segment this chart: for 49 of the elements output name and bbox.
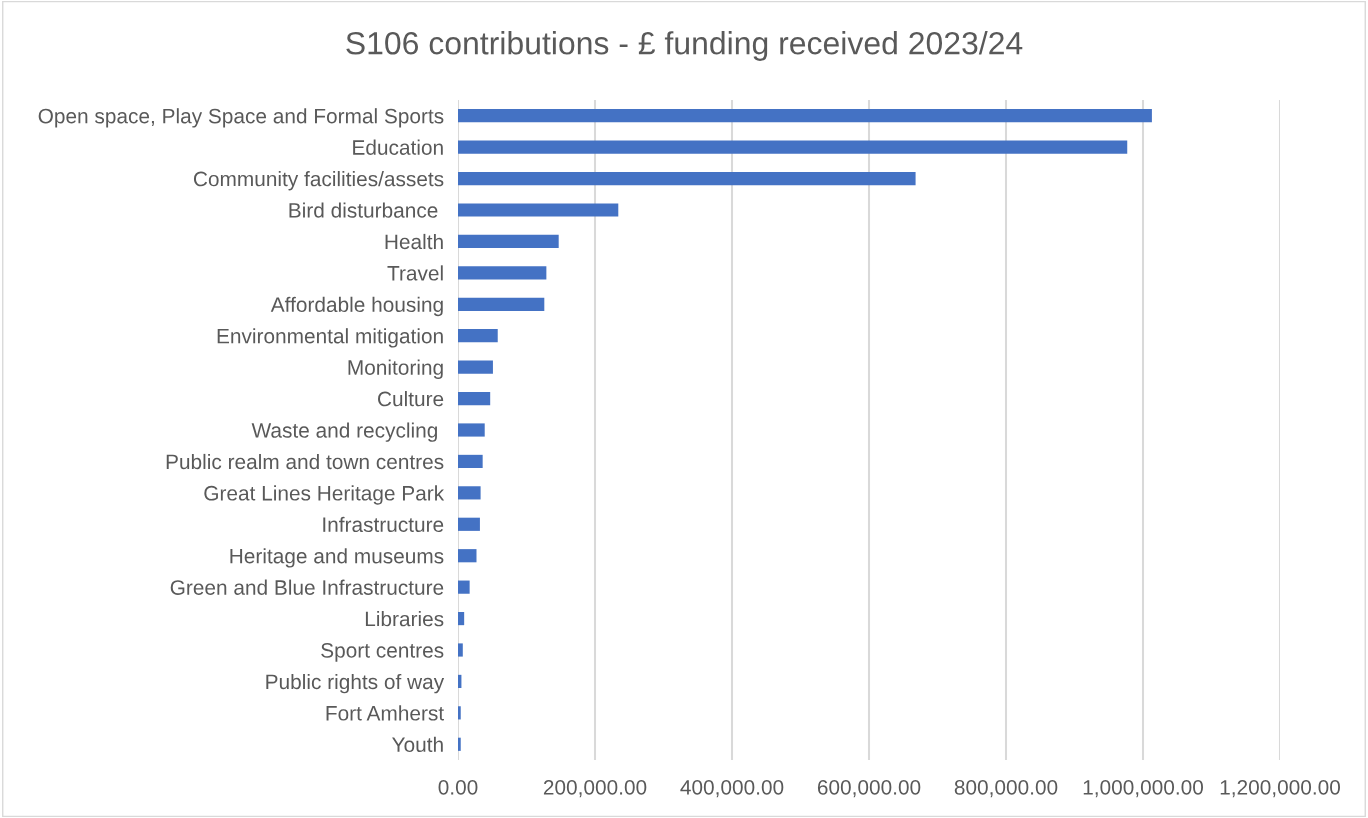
- y-tick-label: Monitoring: [348, 359, 443, 380]
- y-tick-label: Environmental mitigation: [217, 328, 443, 348]
- y-tick-label: Affordable housing: [270, 296, 443, 317]
- y-tick-label: Education: [353, 139, 443, 155]
- bar: [458, 329, 498, 343]
- x-tick-label: 1,000,000.00: [1083, 779, 1204, 798]
- y-tick-label: Public rights of way: [266, 673, 445, 694]
- x-tick-label: 0.00: [438, 779, 478, 795]
- bar: [458, 549, 477, 563]
- x-tick-label: 400,000.00: [680, 779, 784, 798]
- y-tick-label: Sport centres: [321, 643, 444, 662]
- bar: [458, 611, 465, 626]
- bar: [458, 737, 461, 751]
- bar: [458, 109, 1152, 123]
- y-tick-label: Bird disturbance: [289, 202, 438, 218]
- y-tick-label: Green and Blue Infrastructure: [170, 579, 444, 595]
- bar: [458, 234, 559, 249]
- y-tick-label: Culture: [378, 391, 444, 407]
- y-tick-label: Health: [385, 233, 443, 250]
- bar: [458, 580, 470, 594]
- y-tick-label: Public realm and town centres: [166, 453, 444, 470]
- x-tick-label: 800,000.00: [954, 779, 1058, 798]
- bar: [458, 140, 1128, 154]
- bar: [458, 423, 485, 437]
- bar: [458, 643, 463, 657]
- bar: [458, 517, 480, 531]
- y-tick-label: Heritage and museums: [230, 548, 444, 568]
- x-tick-label: 200,000.00: [543, 779, 647, 798]
- y-tick-label: Youth: [392, 736, 443, 753]
- y-tick-label: Great Lines Heritage Park: [204, 485, 445, 505]
- y-tick-label: Infrastructure: [323, 516, 444, 533]
- bar: [458, 266, 547, 280]
- y-tick-label: Fort Amherst: [326, 705, 444, 721]
- chart-title: S106 contributions - £ funding received 2023/24: [346, 31, 1023, 61]
- bar: [458, 706, 461, 720]
- y-tick-label: Waste and recycling: [251, 422, 437, 442]
- y-tick-label: Open space, Play Space and Formal Sports: [38, 108, 444, 128]
- y-tick-label: Libraries: [365, 611, 444, 627]
- bar: [458, 454, 483, 469]
- bar: [458, 360, 493, 374]
- x-tick-label: 600,000.00: [817, 779, 921, 798]
- x-tick-label: 1,200,000.00: [1220, 779, 1341, 798]
- bar: [458, 391, 491, 406]
- y-tick-label: Travel: [387, 265, 443, 281]
- bar: [458, 297, 545, 311]
- bar: [458, 486, 481, 500]
- y-tick-label: Community facilities/assets: [193, 171, 444, 191]
- bar: [458, 203, 619, 217]
- bar: [458, 171, 916, 186]
